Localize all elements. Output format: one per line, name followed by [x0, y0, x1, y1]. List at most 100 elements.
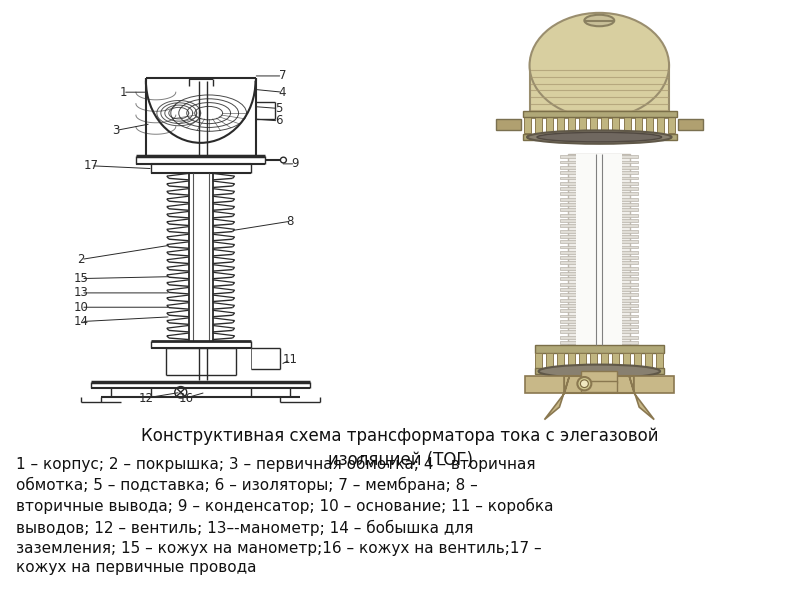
Bar: [561, 214, 638, 217]
Bar: [623, 353, 630, 368]
Bar: [561, 314, 638, 317]
Text: Конструктивная схема трансформатора тока с элегазовой
изоляцией (ТОГ): Конструктивная схема трансформатора тока…: [142, 427, 658, 469]
Bar: [590, 353, 597, 368]
Bar: [561, 176, 638, 179]
Bar: [569, 154, 630, 346]
Bar: [561, 262, 638, 265]
Bar: [582, 371, 618, 383]
Bar: [561, 325, 638, 328]
Bar: [561, 304, 638, 307]
Circle shape: [580, 380, 588, 388]
Text: 11: 11: [283, 353, 298, 367]
Text: 10: 10: [74, 301, 89, 314]
Bar: [534, 116, 542, 133]
Bar: [496, 119, 521, 130]
Bar: [561, 219, 638, 222]
Polygon shape: [630, 376, 654, 419]
Bar: [561, 341, 638, 344]
Bar: [602, 116, 608, 133]
Bar: [561, 251, 638, 254]
Bar: [557, 353, 564, 368]
Bar: [624, 116, 630, 133]
Bar: [561, 171, 638, 174]
Bar: [561, 309, 638, 312]
Bar: [530, 65, 669, 118]
Bar: [561, 187, 638, 190]
Bar: [522, 112, 677, 117]
Bar: [546, 116, 553, 133]
Text: 12: 12: [138, 392, 154, 404]
Bar: [561, 161, 638, 163]
Bar: [561, 277, 638, 280]
Bar: [561, 240, 638, 243]
Ellipse shape: [530, 13, 669, 118]
Bar: [613, 116, 619, 133]
Bar: [561, 336, 638, 339]
Bar: [561, 235, 638, 238]
Bar: [546, 353, 553, 368]
Bar: [561, 182, 638, 185]
Ellipse shape: [538, 365, 660, 378]
Bar: [561, 203, 638, 206]
Bar: [534, 346, 664, 353]
Bar: [612, 353, 619, 368]
Text: 7: 7: [278, 70, 286, 82]
Text: 2: 2: [78, 253, 85, 266]
Bar: [561, 208, 638, 211]
Text: 15: 15: [74, 272, 89, 285]
Bar: [601, 353, 608, 368]
Bar: [579, 116, 586, 133]
Text: 16: 16: [178, 392, 194, 404]
Bar: [561, 272, 638, 275]
Polygon shape: [545, 376, 570, 419]
Circle shape: [578, 377, 591, 391]
Bar: [561, 331, 638, 334]
Bar: [561, 293, 638, 296]
Bar: [525, 376, 565, 393]
Bar: [561, 155, 638, 158]
Ellipse shape: [537, 133, 662, 142]
Bar: [645, 353, 652, 368]
Bar: [657, 116, 664, 133]
Bar: [582, 381, 618, 392]
Text: 8: 8: [286, 215, 294, 228]
Bar: [561, 283, 638, 286]
Bar: [561, 166, 638, 169]
Ellipse shape: [527, 130, 671, 144]
Bar: [534, 368, 664, 374]
Text: 17: 17: [83, 159, 98, 172]
Bar: [561, 193, 638, 196]
Bar: [668, 116, 675, 133]
Bar: [568, 116, 575, 133]
Bar: [678, 119, 703, 130]
Bar: [561, 245, 638, 248]
Text: 1 – корпус; 2 – покрышка; 3 – первичная обмотка; 4 – вторичная
обмотка; 5 – подс: 1 – корпус; 2 – покрышка; 3 – первичная …: [16, 455, 554, 575]
Bar: [568, 353, 574, 368]
Bar: [634, 376, 674, 393]
Bar: [561, 224, 638, 227]
Ellipse shape: [584, 15, 614, 26]
Bar: [523, 116, 530, 133]
Bar: [565, 376, 634, 393]
Text: 4: 4: [278, 86, 286, 98]
Bar: [561, 288, 638, 291]
Bar: [561, 320, 638, 323]
Text: 14: 14: [74, 315, 89, 328]
Bar: [561, 299, 638, 302]
Bar: [578, 353, 586, 368]
Bar: [561, 230, 638, 233]
Bar: [561, 267, 638, 269]
Text: 9: 9: [292, 157, 299, 170]
Text: 5: 5: [274, 102, 282, 115]
Bar: [576, 154, 622, 346]
Bar: [557, 116, 564, 133]
Text: 6: 6: [274, 115, 282, 127]
Text: 1: 1: [119, 86, 126, 98]
Bar: [634, 353, 641, 368]
Bar: [590, 116, 598, 133]
Bar: [634, 116, 642, 133]
Bar: [561, 256, 638, 259]
Text: 3: 3: [112, 124, 120, 137]
Bar: [561, 198, 638, 200]
Bar: [656, 353, 663, 368]
